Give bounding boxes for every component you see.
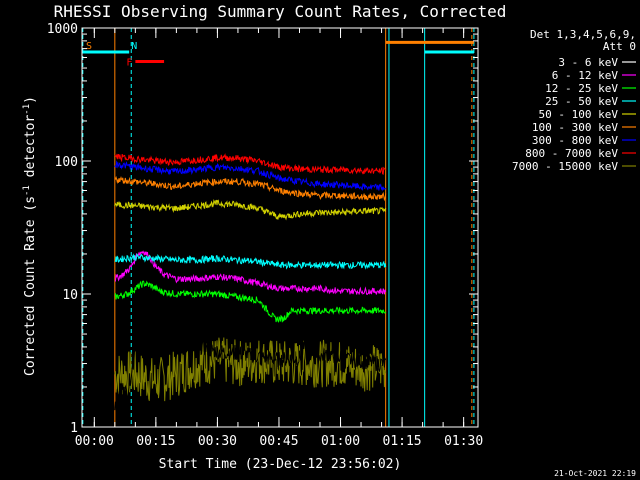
legend-label-1: 6 - 12 keV [552, 69, 619, 82]
chart-title: RHESSI Observing Summary Count Rates, Co… [54, 2, 507, 21]
y-tick-label-0: 1 [70, 421, 78, 436]
x-tick-label-3: 00:45 [259, 434, 298, 449]
y-label-sup1: -1 [22, 185, 32, 196]
series-line-2 [114, 280, 387, 323]
series-line-7 [114, 153, 387, 175]
legend-label-6: 300 - 800 keV [532, 134, 618, 147]
y-tick-label-1: 10 [62, 288, 78, 303]
flag-label-S: S [86, 41, 92, 52]
x-tick-label-1: 00:15 [136, 434, 175, 449]
legend-label-3: 25 - 50 keV [545, 95, 618, 108]
x-tick-label-4: 01:00 [321, 434, 360, 449]
legend-label-5: 100 - 300 keV [532, 121, 618, 134]
legend-label-2: 12 - 25 keV [545, 82, 618, 95]
y-label-end: ) [23, 96, 38, 104]
series-line-0 [114, 258, 387, 411]
series-line-4 [114, 198, 387, 221]
legend-header-1: Att 0 [603, 40, 636, 53]
legend-label-8: 7000 - 15000 keV [512, 160, 618, 173]
generation-timestamp: 21-Oct-2021 22:19 [554, 469, 636, 478]
flag-label-N: N [131, 41, 137, 52]
x-tick-label-6: 01:30 [444, 434, 483, 449]
series-line-6 [114, 160, 387, 192]
series-line-1 [114, 250, 387, 296]
y-axis-label: Corrected Count Rate (s-1 detector-1) [22, 96, 38, 376]
legend-label-4: 50 - 100 keV [539, 108, 619, 121]
legend-header-0: Det 1,3,4,5,6,9, [530, 28, 636, 41]
axes: 1 10 100 1000 00:00 00:15 00:30 00:45 01:00 01:15… [47, 22, 484, 449]
series-line-5 [114, 175, 387, 202]
legend-label-0: 3 - 6 keV [558, 56, 618, 69]
x-axis-label: Start Time (23-Dec-12 23:56:02) [159, 457, 402, 472]
legend-label-7: 800 - 7000 keV [525, 147, 618, 160]
x-tick-label-5: 01:15 [383, 434, 422, 449]
y-label-mid: detector [23, 115, 38, 186]
plot-area: S NF [82, 28, 475, 427]
flag-label-F: F [126, 57, 132, 68]
y-label-main: Corrected Count Rate (s [23, 196, 38, 376]
series-line-8 [114, 337, 387, 402]
y-tick-label-2: 100 [55, 155, 78, 170]
series-line-3 [114, 253, 387, 270]
plot-frame [81, 27, 479, 428]
x-tick-label-0: 00:00 [75, 434, 114, 449]
x-tick-label-2: 00:30 [198, 434, 237, 449]
y-tick-label-3: 1000 [47, 22, 78, 37]
y-label-sup2: -1 [22, 104, 32, 115]
